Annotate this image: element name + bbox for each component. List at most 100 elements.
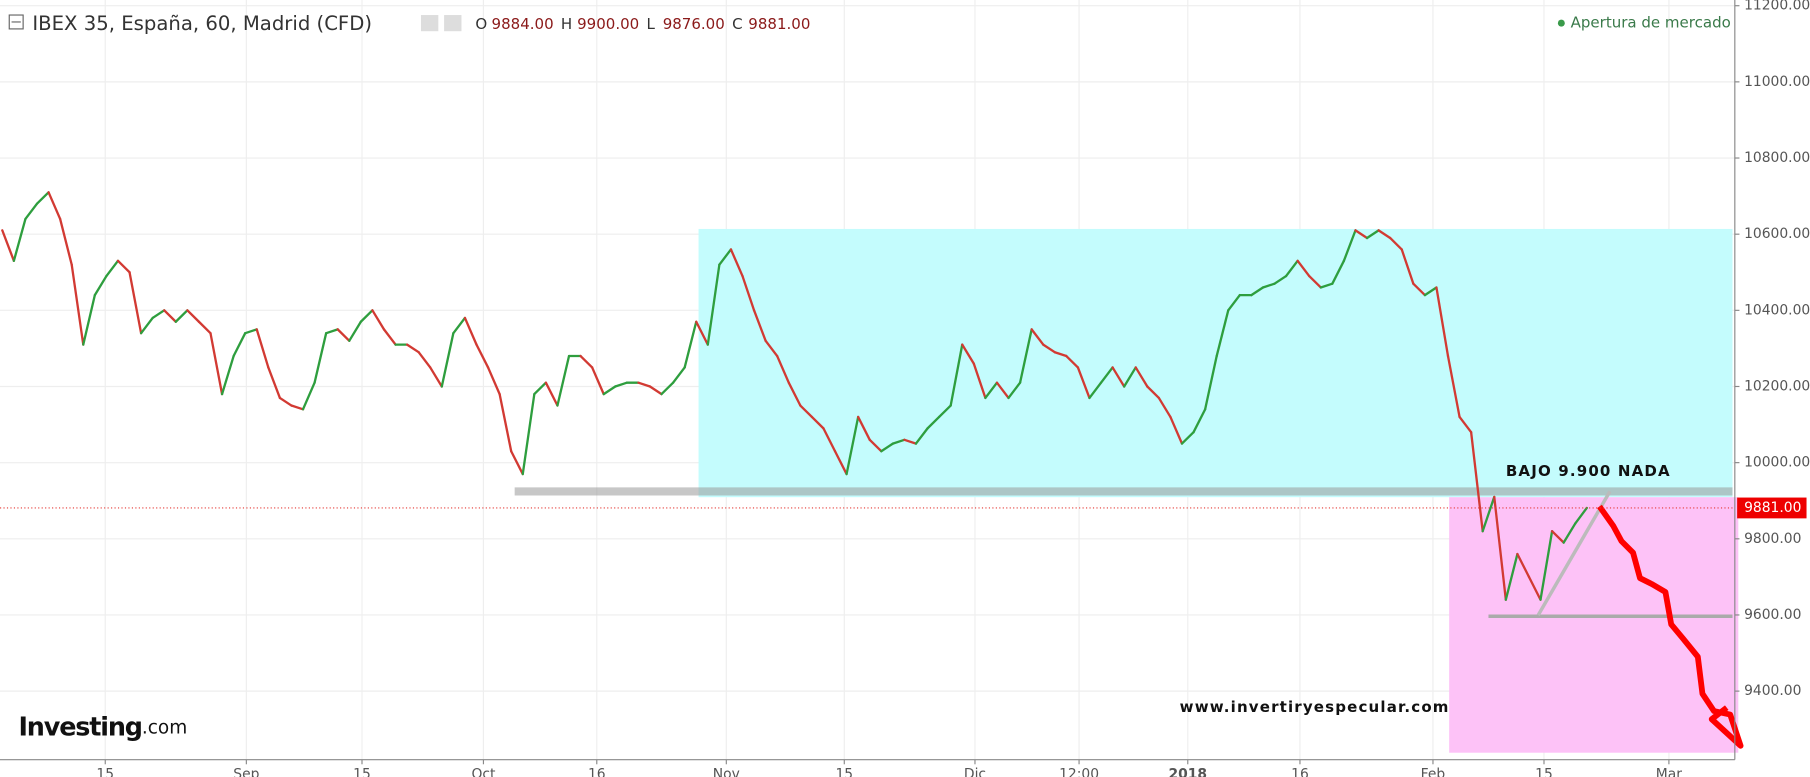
y-tick-label: 9800.00 [1744,531,1801,547]
x-tick-label: 15 [96,767,114,777]
price-segment [405,343,420,354]
price-segment [544,381,559,407]
price-segment [1180,431,1195,445]
price-segment [683,320,698,369]
price-segment [174,309,189,323]
price-segment [521,392,536,476]
price-segment [926,415,941,430]
price-segment [255,328,270,369]
price-segment [741,274,756,312]
price-segment [776,354,790,384]
price-segment [1389,236,1403,251]
price-segment [903,438,918,445]
x-tick-label: Nov [713,767,740,777]
price-segment [1227,293,1241,312]
price-segment [1354,229,1369,240]
price-segment [579,354,594,369]
price-segment [637,381,652,388]
ohlc-value: 9900.00 [577,15,639,33]
ohlc-key: L [647,15,656,33]
price-segment [336,328,351,342]
y-tick-label: 9600.00 [1744,607,1801,623]
price-segment [995,381,1010,400]
price-segment [220,354,235,396]
price-segment [1134,366,1149,388]
price-segment [186,309,201,323]
price-segment [1053,351,1068,358]
price-segment [1481,495,1496,533]
x-tick-label: Oct [471,767,496,777]
price-segment [163,309,177,323]
price-segment [498,392,513,453]
price-segment [868,438,883,453]
ohlc-key: O [475,15,487,33]
price-segment [1203,354,1218,411]
last-price-label: 9881.00 [1744,500,1801,516]
price-segment [718,248,733,266]
price-segment [914,427,929,445]
logo: Investing.com [19,711,188,741]
settings-icon[interactable] [444,15,462,32]
x-tick-label: Feb [1421,767,1446,777]
price-segment [1412,282,1427,297]
price-segment [82,293,96,346]
eye-icon[interactable] [420,15,439,32]
price-segment [787,381,802,407]
price-segment [93,274,108,297]
price-segment [533,381,548,396]
y-tick-label: 10200.00 [1744,378,1810,394]
price-segment [1562,522,1577,544]
price-segment [47,191,62,221]
price-segment [695,320,709,346]
price-segment [937,404,952,419]
price-segment [463,316,478,346]
price-segment [1435,286,1450,358]
x-tick-label: 12:00 [1059,767,1099,777]
price-segment [35,191,50,205]
price-segment [232,332,247,358]
price-segment [382,328,397,346]
price-segment [729,248,744,278]
x-tick-label: Dic [964,767,986,777]
price-segment [1469,431,1484,533]
price-segment [197,320,212,335]
price-segment [1342,229,1357,262]
x-tick-label: 2018 [1168,767,1207,777]
price-segment [671,366,686,384]
logo-main: Investing [19,711,142,741]
price-segment [1319,282,1334,289]
price-segment [1123,366,1137,388]
price-segment [614,381,629,388]
price-segment [1296,259,1311,278]
price-segment [1088,381,1103,400]
price-segment [244,328,258,335]
price-segment [752,309,767,342]
price-segment [1284,259,1299,278]
price-segment [1192,408,1207,434]
price-segment [799,404,814,419]
price-segment [209,332,224,396]
price-segment [1030,328,1045,346]
y-tick-label: 10400.00 [1744,302,1810,318]
price-segment [1065,354,1080,369]
price-segment [1261,282,1276,289]
price-segment [1007,381,1022,400]
price-segment [105,259,120,278]
price-segment [359,309,374,323]
price-segment [1111,366,1126,388]
price-segment [510,450,524,476]
price-segment [1099,366,1114,384]
price-segment [1446,354,1461,419]
logo-suffix: .com [142,717,187,738]
price-segment [949,343,964,407]
price-segment [1018,328,1033,384]
price-segment [845,415,860,476]
collapse-icon[interactable] [8,14,24,30]
price-segment [116,259,131,274]
price-segment [891,438,906,445]
price-segment [822,427,837,453]
price-segment [1377,229,1392,240]
price-segment [1273,274,1288,285]
price-segment [961,343,975,365]
price-segment [417,351,432,369]
